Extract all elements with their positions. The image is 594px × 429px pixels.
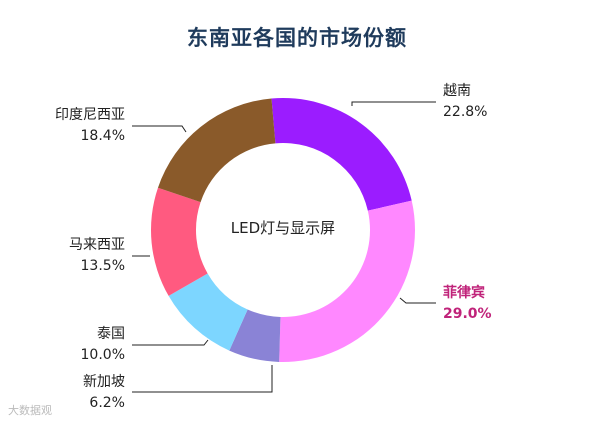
leader-line-5 [132, 125, 187, 133]
center-label: LED灯与显示屏 [231, 219, 335, 237]
donut-slice-2 [229, 309, 281, 362]
slice-value-4: 13.5% [81, 258, 125, 274]
slice-value-5: 18.4% [81, 128, 125, 144]
chart-title: 东南亚各国的市场份额 [187, 26, 407, 50]
slice-label-5: 印度尼西亚 [55, 107, 125, 123]
leader-line-0 [351, 101, 436, 106]
donut-slices [151, 97, 415, 362]
donut-slice-0 [271, 97, 412, 211]
slice-label-1: 菲律宾 [443, 284, 485, 301]
slice-label-3: 泰国 [97, 326, 125, 342]
slice-value-2: 6.2% [89, 395, 125, 411]
slice-value-3: 10.0% [81, 347, 125, 363]
donut-slice-3 [168, 273, 248, 351]
leader-line-3 [132, 339, 209, 346]
leader-lines [132, 101, 436, 393]
slice-label-4: 马来西亚 [69, 237, 125, 253]
slice-label-0: 越南 [443, 83, 471, 99]
slice-value-1: 29.0% [443, 306, 492, 322]
donut-slice-5 [157, 98, 276, 203]
leader-line-1 [399, 297, 436, 304]
slice-value-0: 22.8% [443, 104, 487, 120]
donut-slice-1 [279, 200, 415, 362]
watermark: 大数据观 [8, 404, 52, 417]
slice-labels: 越南 22.8% 菲律宾 29.0% 新加坡 6.2% 泰国 10.0% 马来西亚 13.5% 印度… [55, 83, 492, 411]
slice-label-2: 新加坡 [83, 374, 125, 390]
leader-line-2 [132, 365, 273, 393]
donut-slice-4 [151, 187, 208, 296]
